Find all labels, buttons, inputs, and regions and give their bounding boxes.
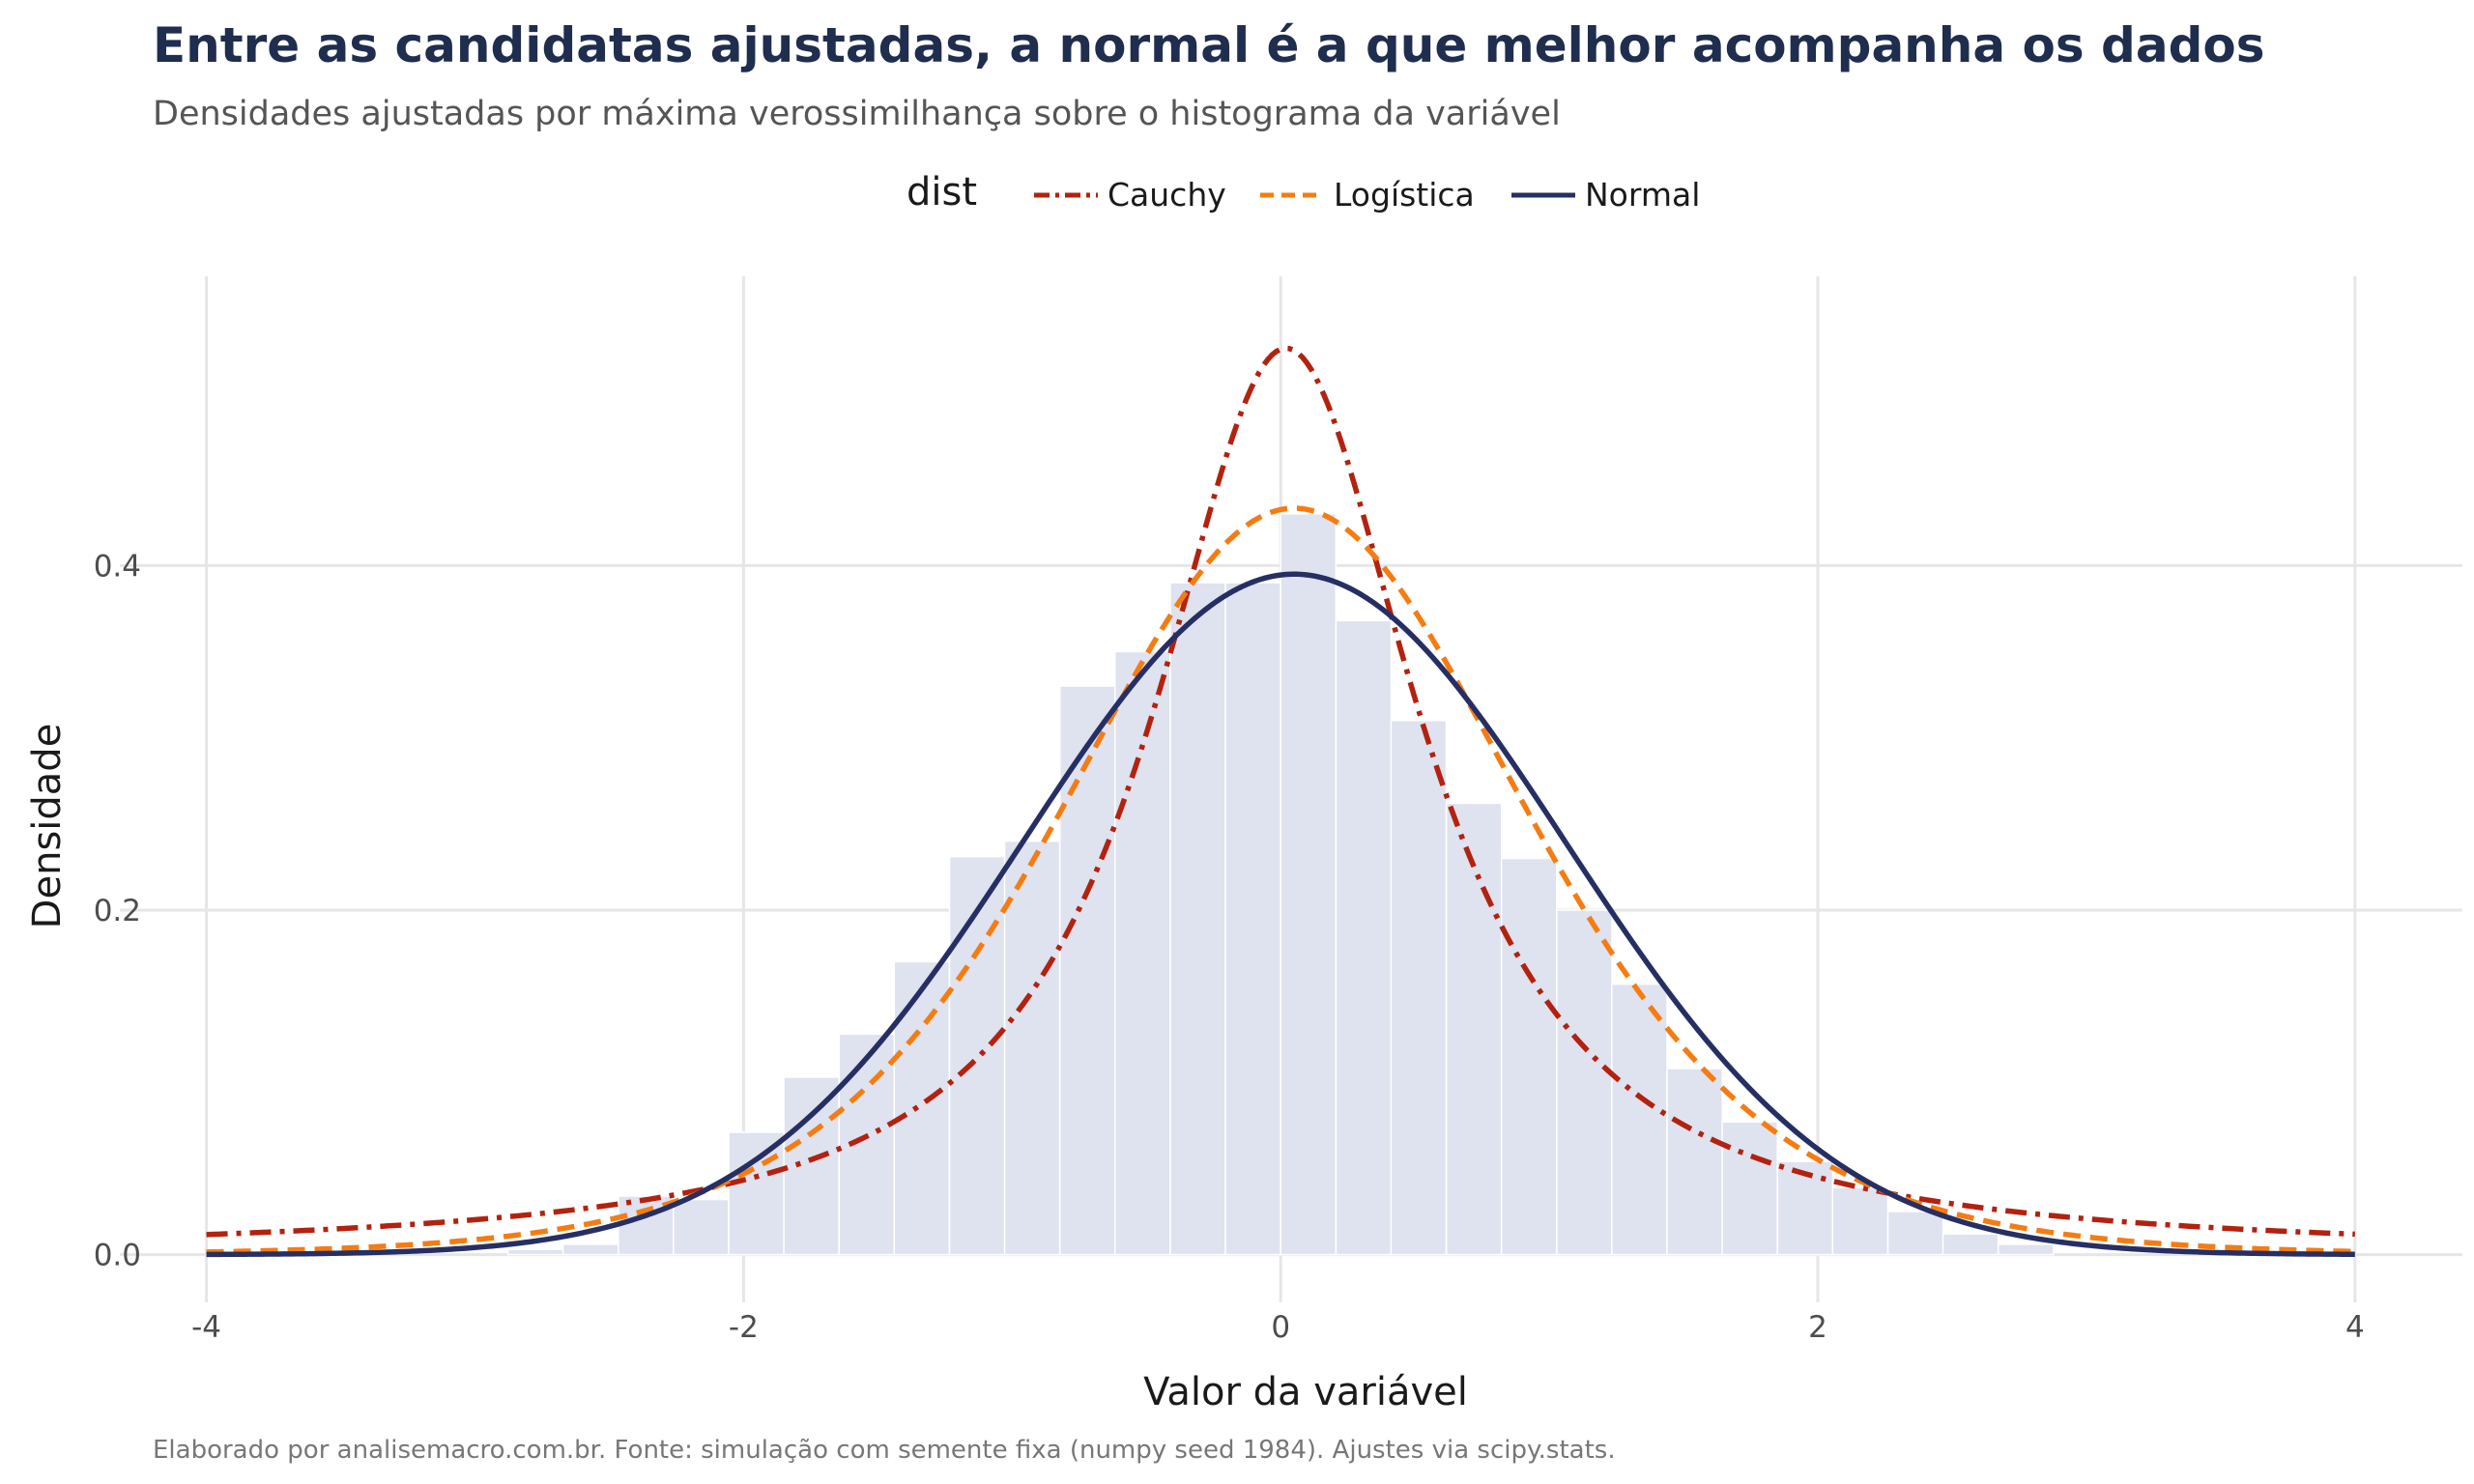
histogram-bar-8	[950, 857, 1005, 1255]
x-tick-label-0: -4	[191, 1310, 221, 1345]
histogram-bar-9	[1005, 842, 1060, 1255]
histogram-bar-20	[1612, 985, 1667, 1255]
x-tick-label-4: 4	[2345, 1310, 2365, 1345]
histogram-bar-13	[1225, 583, 1280, 1254]
histogram	[508, 514, 2054, 1255]
histogram-bar-19	[1557, 910, 1612, 1255]
histogram-bar-0	[508, 1249, 563, 1254]
histogram-bar-1	[563, 1244, 618, 1255]
histogram-bar-21	[1667, 1069, 1722, 1255]
histogram-bar-27	[1999, 1244, 2054, 1255]
x-axis-title: Valor da variável	[1143, 1370, 1468, 1414]
histogram-bar-3	[674, 1200, 729, 1255]
x-tick-label-3: 2	[1808, 1310, 1827, 1345]
chart-caption: Elaborado por analisemacro.com.br. Fonte…	[153, 1436, 1616, 1465]
histogram-bar-25	[1888, 1212, 1943, 1255]
histogram-bar-24	[1832, 1187, 1887, 1255]
histogram-bar-6	[839, 1034, 894, 1254]
histogram-bar-4	[729, 1132, 784, 1255]
y-tick-label-0: 0.0	[94, 1239, 141, 1273]
y-tick-label-2: 0.4	[94, 549, 141, 584]
histogram-bar-11	[1115, 651, 1170, 1254]
x-tick-label-1: -2	[729, 1310, 759, 1345]
y-axis-title: Densidade	[25, 724, 70, 929]
histogram-bar-5	[784, 1077, 839, 1255]
x-tick-label-2: 0	[1271, 1310, 1290, 1345]
histogram-bar-26	[1943, 1234, 1999, 1254]
histogram-bar-12	[1170, 583, 1225, 1254]
histogram-bar-16	[1391, 721, 1446, 1255]
histogram-bar-7	[894, 961, 949, 1254]
histogram-bar-17	[1447, 803, 1502, 1254]
histogram-bar-18	[1502, 858, 1557, 1254]
y-tick-label-1: 0.2	[94, 894, 141, 928]
histogram-bar-15	[1336, 620, 1391, 1254]
histogram-bar-14	[1280, 514, 1336, 1255]
histogram-bar-22	[1722, 1122, 1777, 1254]
